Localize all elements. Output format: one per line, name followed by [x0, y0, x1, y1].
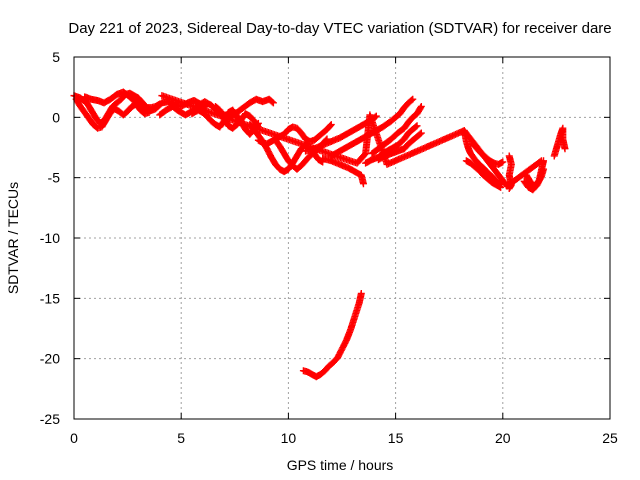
data-point-marker: [417, 102, 425, 110]
data-point-marker: [417, 129, 425, 137]
x-tick-label: 10: [281, 430, 297, 446]
chart-title: Day 221 of 2023, Sidereal Day-to-day VTE…: [68, 20, 611, 37]
y-tick-label: -15: [40, 290, 60, 306]
data-point-marker: [413, 122, 421, 130]
data-point-marker: [536, 158, 544, 166]
data-point-marker: [416, 130, 424, 138]
series-arc-morning-c: [81, 88, 211, 115]
data-point-marker: [269, 99, 277, 107]
x-tick-label: 15: [388, 430, 404, 446]
data-point-marker: [412, 123, 420, 131]
series-arc-night-c: [550, 124, 569, 160]
y-tick-label: -25: [40, 411, 60, 427]
x-tick-labels: 0 5 10 15 20 25: [70, 430, 618, 446]
data-point-marker: [499, 158, 507, 166]
data-point-marker: [409, 95, 417, 103]
series-arc-outlier-dip: [299, 290, 365, 381]
x-tick-label: 0: [70, 430, 78, 446]
y-axis-label: SDTVAR / TECUs: [5, 182, 21, 294]
data-point-marker: [357, 290, 365, 298]
data-point-marker: [372, 112, 380, 120]
data-point-marker: [359, 180, 367, 188]
y-tick-label: -20: [40, 351, 60, 367]
series-arc-night-b: [522, 157, 548, 190]
y-tick-label: -10: [40, 230, 60, 246]
data-point-marker: [408, 96, 416, 104]
x-tick-label: 25: [602, 430, 618, 446]
series-arc-noon-low: [319, 154, 367, 188]
series-arc-afternoon-c: [368, 102, 425, 158]
data-point-marker: [561, 145, 569, 153]
x-tick-label: 5: [177, 430, 185, 446]
y-tick-label: 5: [52, 49, 60, 65]
plot-frame: [73, 56, 611, 420]
x-axis-label: GPS time / hours: [287, 457, 394, 473]
data-point-marker: [268, 98, 276, 106]
data-point-marker: [497, 183, 505, 191]
data-point-marker: [326, 122, 334, 130]
series-arc-evening-b: [462, 157, 505, 191]
data-points: [70, 88, 569, 381]
y-tick-label: 0: [52, 109, 60, 125]
series-isolated: [158, 92, 545, 190]
y-tick-labels: 5 0 -5 -10 -15 -20 -25: [40, 49, 60, 427]
data-point-marker: [417, 104, 425, 112]
data-point-marker: [327, 121, 335, 129]
x-tick-label: 20: [495, 430, 511, 446]
data-point-marker: [537, 157, 545, 165]
y-tick-label: -5: [48, 170, 61, 186]
